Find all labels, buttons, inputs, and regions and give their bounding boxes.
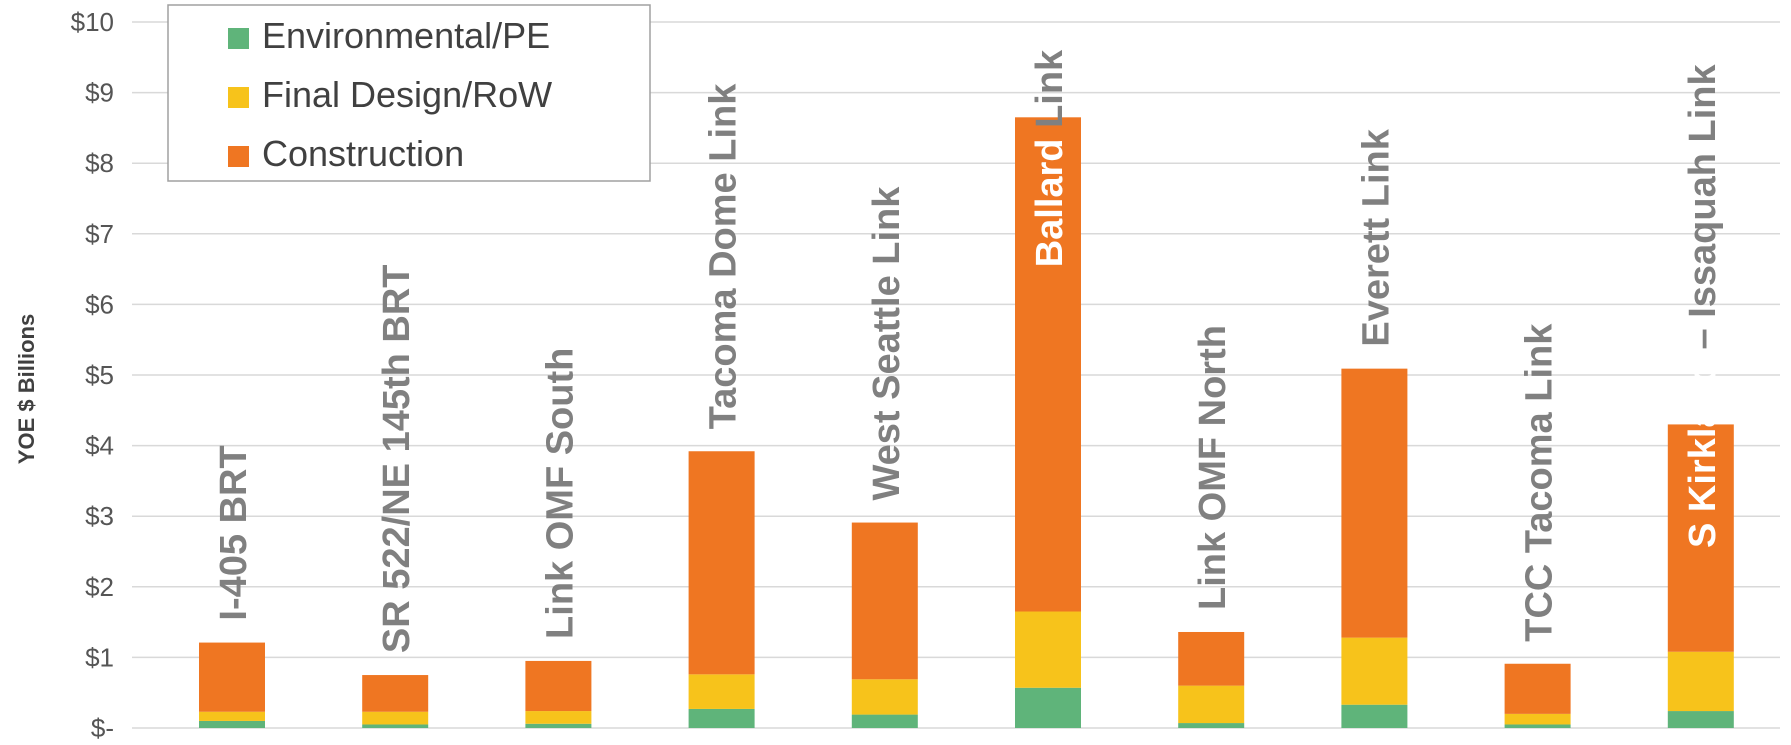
bar-segment [1667, 651, 1734, 712]
y-tick-label: $10 [71, 7, 114, 37]
y-tick-label: $9 [85, 78, 114, 108]
bar-segment [851, 714, 918, 728]
bar-segment [1015, 611, 1081, 688]
bar-segment [851, 679, 918, 715]
category-label-inner: Ballard [1029, 138, 1071, 267]
legend-label: Construction [262, 133, 464, 174]
legend-swatch [228, 28, 249, 49]
category-label-outer: Link OMF North [1192, 325, 1234, 610]
category-label-outer: Link [1029, 49, 1071, 139]
y-tick-label: $7 [85, 219, 114, 249]
category-label: SR 522/NE 145th BRT [376, 264, 418, 653]
bar-segment [1341, 637, 1408, 705]
y-tick-label: $4 [85, 431, 114, 461]
legend-label: Environmental/PE [262, 15, 550, 56]
category-label: Link OMF South [539, 348, 581, 639]
bar-segment [1504, 713, 1571, 725]
y-tick-label: $5 [85, 360, 114, 390]
bar-segment [1178, 631, 1245, 686]
bar-segment [1341, 704, 1408, 728]
category-label: I-405 BRT [213, 445, 255, 620]
legend-swatch [228, 87, 249, 108]
bar-segment [199, 642, 265, 712]
bar-segment [199, 711, 265, 721]
y-tick-label: $8 [85, 148, 114, 178]
legend-swatch [228, 146, 249, 167]
y-tick-label: $3 [85, 501, 114, 531]
bar-segment [1667, 424, 1734, 652]
bar-segment [688, 708, 755, 728]
y-tick-label: $1 [85, 642, 114, 672]
category-label: Ballard Link [1029, 49, 1071, 267]
category-label: Tacoma Dome Link [703, 83, 745, 429]
category-label: Everett Link [1355, 128, 1397, 346]
bar-segment [525, 660, 592, 712]
category-label: TCC Tacoma Link [1519, 323, 1561, 642]
legend-label: Final Design/RoW [262, 74, 552, 115]
bar-segment [362, 675, 429, 712]
bar-segment [1667, 711, 1734, 728]
bar-segment [525, 711, 592, 724]
category-label: S Kirkland – Issaquah Link [1682, 64, 1724, 548]
category-label-outer: West Seattle Link [866, 186, 908, 501]
bar-segment [362, 711, 429, 725]
bar-segment [525, 723, 592, 728]
bar-segment [1178, 723, 1245, 728]
category-label: Link OMF North [1192, 325, 1234, 610]
bar-segment [1504, 663, 1571, 714]
bar-segment [1504, 724, 1571, 728]
bar-segment [1178, 685, 1245, 724]
bar-segment [362, 724, 429, 728]
bar-segment [851, 522, 918, 680]
category-label-outer: TCC Tacoma Link [1519, 323, 1561, 642]
category-label-inner: S Kirkland [1682, 360, 1724, 548]
category-label-outer: I-405 BRT [213, 445, 255, 620]
category-label-outer: – Issaquah Link [1682, 64, 1724, 361]
y-tick-label: $- [91, 713, 114, 743]
bar-segment [1015, 117, 1081, 612]
category-label-outer: Link OMF South [539, 348, 581, 639]
y-axis-label: YOE $ Billions [14, 314, 39, 464]
bar-segment [688, 451, 755, 675]
category-label-outer: Tacoma Dome Link [703, 83, 745, 429]
bar-segment [1015, 687, 1081, 728]
category-label: West Seattle Link [866, 186, 908, 501]
bar-segment [199, 720, 265, 728]
y-tick-label: $6 [85, 289, 114, 319]
y-tick-label: $2 [85, 572, 114, 602]
bar-segment [1341, 368, 1408, 638]
category-label-outer: SR 522/NE 145th BRT [376, 264, 418, 653]
category-label-outer: Everett Link [1355, 128, 1397, 346]
bar-segment [688, 674, 755, 709]
